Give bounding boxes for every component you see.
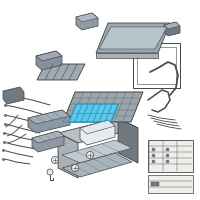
Polygon shape	[28, 110, 70, 133]
Polygon shape	[58, 133, 78, 178]
Polygon shape	[32, 131, 64, 143]
Polygon shape	[69, 104, 118, 122]
Bar	[133, 43, 180, 88]
Bar	[151, 182, 159, 186]
Polygon shape	[76, 13, 98, 22]
Circle shape	[72, 164, 78, 171]
Polygon shape	[28, 110, 70, 124]
Bar	[148, 140, 193, 172]
Circle shape	[47, 169, 53, 175]
Polygon shape	[76, 13, 98, 30]
Polygon shape	[32, 131, 64, 152]
Polygon shape	[62, 140, 132, 163]
Bar	[137, 47, 176, 84]
Polygon shape	[63, 92, 143, 122]
Polygon shape	[164, 22, 180, 29]
Bar	[148, 175, 193, 193]
Polygon shape	[96, 53, 158, 58]
Circle shape	[52, 156, 58, 164]
Polygon shape	[164, 22, 180, 36]
Polygon shape	[37, 64, 85, 80]
Polygon shape	[96, 23, 170, 53]
Polygon shape	[80, 120, 115, 134]
Polygon shape	[58, 118, 138, 143]
Polygon shape	[36, 51, 62, 61]
Polygon shape	[36, 51, 62, 70]
Polygon shape	[99, 27, 167, 49]
Circle shape	[86, 152, 94, 158]
Polygon shape	[118, 118, 138, 163]
Polygon shape	[3, 87, 24, 104]
Polygon shape	[62, 153, 132, 177]
Polygon shape	[80, 120, 115, 145]
